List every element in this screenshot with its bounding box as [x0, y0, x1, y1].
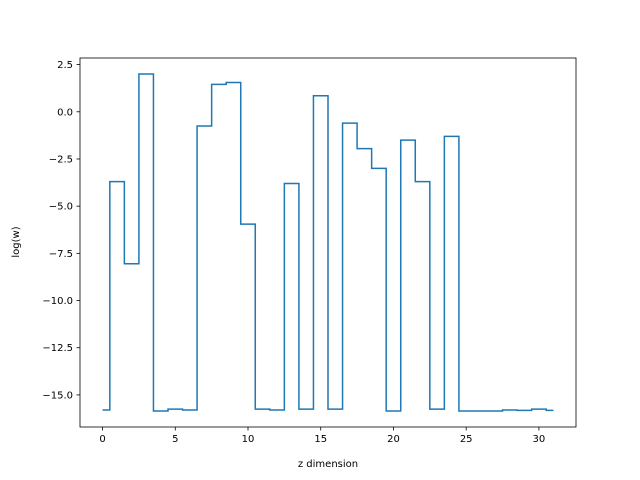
y-tick-label: −5.0: [49, 202, 73, 213]
series-line-0: [102, 73, 554, 412]
axes-frame: [79, 57, 577, 428]
x-tick-label: 5: [172, 434, 178, 445]
plot-area: [79, 57, 577, 428]
y-tick-label: −15.0: [42, 390, 73, 401]
x-tick-label: 15: [314, 434, 327, 445]
series-layer: [102, 73, 554, 412]
y-tick-label: −2.5: [49, 154, 73, 165]
x-axis-label: z dimension: [298, 459, 358, 470]
x-tick-label: 25: [460, 434, 473, 445]
y-axis-ticks: 2.5 0.0 −2.5 −5.0 −7.5 −10.0 −12.5 −15.0: [42, 60, 80, 401]
y-tick-label: −12.5: [42, 343, 73, 354]
x-tick-label: 30: [533, 434, 546, 445]
x-tick-label: 10: [242, 434, 255, 445]
y-tick-label: −7.5: [49, 249, 73, 260]
y-tick-label: 0.0: [57, 107, 73, 118]
x-tick-label: 0: [99, 434, 105, 445]
x-axis-ticks: 0 5 10 15 20 25 30: [99, 427, 545, 445]
y-axis-label: log(w): [11, 226, 22, 257]
y-tick-label: −10.0: [42, 296, 73, 307]
y-tick-label: 2.5: [57, 60, 73, 71]
x-tick-label: 20: [387, 434, 400, 445]
